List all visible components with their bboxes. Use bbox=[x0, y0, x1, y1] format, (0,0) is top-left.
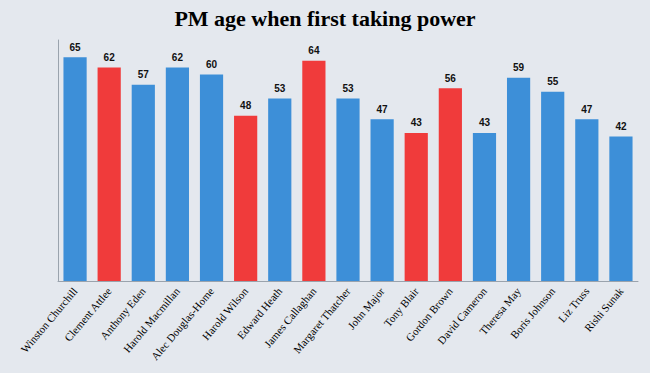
svg-text:Rishi Sunak: Rishi Sunak bbox=[582, 285, 626, 334]
svg-text:PM age when first taking power: PM age when first taking power bbox=[174, 6, 475, 31]
svg-text:Clement Attlee: Clement Attlee bbox=[62, 285, 114, 344]
svg-text:55: 55 bbox=[547, 76, 559, 87]
svg-text:Anthony Eden: Anthony Eden bbox=[97, 285, 148, 342]
svg-text:Gordon Brown: Gordon Brown bbox=[403, 285, 455, 344]
svg-text:62: 62 bbox=[104, 52, 116, 63]
svg-text:Boris Johnson: Boris Johnson bbox=[508, 285, 558, 341]
svg-text:Harold Macmillan: Harold Macmillan bbox=[121, 285, 183, 355]
svg-text:56: 56 bbox=[445, 73, 457, 84]
svg-text:John Major: John Major bbox=[345, 285, 387, 332]
svg-text:47: 47 bbox=[377, 104, 389, 115]
svg-text:Alec Douglas-Home: Alec Douglas-Home bbox=[149, 285, 217, 362]
svg-text:Liz Truss: Liz Truss bbox=[556, 285, 592, 324]
svg-text:Winston Churchill: Winston Churchill bbox=[18, 285, 79, 355]
svg-text:Tony Blair: Tony Blair bbox=[381, 285, 421, 329]
svg-text:42: 42 bbox=[615, 121, 627, 132]
svg-text:Harold Wilson: Harold Wilson bbox=[199, 285, 251, 343]
svg-text:53: 53 bbox=[274, 83, 286, 94]
svg-text:64: 64 bbox=[308, 45, 320, 56]
svg-text:62: 62 bbox=[172, 52, 184, 63]
svg-text:Margaret Thatcher: Margaret Thatcher bbox=[291, 285, 353, 356]
svg-text:53: 53 bbox=[342, 83, 354, 94]
svg-text:57: 57 bbox=[138, 69, 150, 80]
svg-text:47: 47 bbox=[581, 104, 593, 115]
svg-text:Edward Heath: Edward Heath bbox=[234, 285, 285, 342]
svg-text:43: 43 bbox=[479, 117, 491, 128]
svg-text:65: 65 bbox=[69, 42, 81, 53]
svg-text:David Cameron: David Cameron bbox=[435, 285, 489, 347]
svg-text:48: 48 bbox=[240, 100, 252, 111]
svg-text:59: 59 bbox=[513, 62, 525, 73]
svg-text:James Callaghan: James Callaghan bbox=[261, 285, 319, 350]
svg-text:60: 60 bbox=[206, 59, 218, 70]
svg-text:43: 43 bbox=[411, 117, 423, 128]
svg-text:Theresa May: Theresa May bbox=[476, 285, 524, 338]
